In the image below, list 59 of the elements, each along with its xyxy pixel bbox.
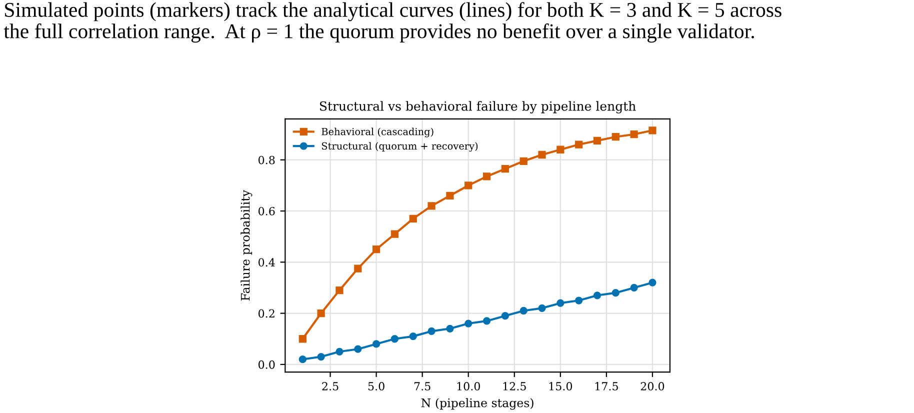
point [372,246,380,254]
point [520,306,528,315]
y-tick-label: 0.6 [258,206,275,216]
point [428,202,436,210]
point [538,150,546,159]
point [556,146,564,154]
point [593,136,602,144]
point [482,317,491,325]
point [409,214,417,222]
point [482,172,491,180]
point [354,264,362,272]
y-tick-label: 0.8 [258,156,275,164]
point [390,335,399,343]
y-tick-label: 0.0 [258,360,275,369]
point [409,332,417,340]
point [354,345,362,353]
point [446,192,454,200]
x-tick-label: 2.5 [322,382,338,390]
point [630,130,638,138]
x-tick-label: 10.0 [457,382,480,390]
point [501,164,509,173]
y-axis-title: Failure probability [240,190,252,300]
point [556,299,564,307]
point [317,352,325,361]
x-tick-label: 7.5 [414,382,430,390]
point [446,324,454,332]
point [428,327,436,336]
point [612,289,620,297]
point [372,340,380,348]
point [336,286,344,294]
point [575,296,583,304]
point [501,312,509,320]
point [538,304,546,312]
point [648,126,656,134]
legend-label: Structural (quorum + recovery) [322,142,478,152]
x-tick-label: 17.5 [595,382,618,390]
point [298,356,306,364]
x-axis-title: N (pipeline stages) [421,398,534,410]
point [593,292,602,300]
point [648,278,656,286]
x-tick-label: 12.5 [503,382,526,390]
x-tick-label: 5.0 [368,382,384,390]
point [630,284,638,292]
point [298,335,306,343]
point [575,140,583,148]
point [464,320,472,328]
point [520,157,528,165]
point [317,309,325,318]
y-tick-label: 0.4 [258,258,275,267]
point [612,133,620,141]
chart-title: Structural vs behavioral failure by pipeline length [320,101,636,114]
x-tick-label: 15.0 [549,382,572,390]
legend-label: Behavioral (cascading) [322,128,434,138]
x-tick-label: 20.0 [640,382,664,390]
point [336,348,344,356]
y-tick-label: 0.2 [258,309,274,318]
point [464,182,472,190]
point [390,230,399,238]
text: Simulated points (markers) track the analytical curves (lines) for both K = 3 and K = 5 across the full correlation range. At ρ = 1 the quorum provides no benefit over a single validator. [4,2,782,43]
